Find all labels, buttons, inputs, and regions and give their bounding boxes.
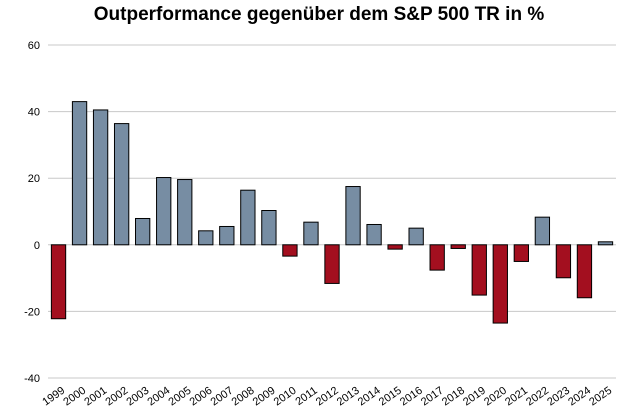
bar-2021 [513, 244, 529, 262]
bar-2008 [240, 189, 256, 246]
bar-2016 [408, 227, 424, 246]
bar-2023 [555, 244, 572, 279]
bar-1999 [50, 244, 67, 320]
bar-2012 [324, 244, 340, 284]
bar-2022 [534, 216, 551, 246]
bar-2005 [177, 179, 193, 246]
y-tick-label: -20 [24, 306, 40, 318]
bar-2017 [429, 244, 445, 271]
x-tick-label: 2025 [587, 385, 614, 409]
bar-2024 [576, 244, 593, 299]
chart-title: Outperformance gegenüber dem S&P 500 TR … [93, 4, 545, 25]
bar-2011 [303, 221, 319, 246]
bar-2013 [345, 186, 361, 246]
bar-2003 [135, 217, 151, 246]
bar-2009 [261, 210, 277, 246]
bar-2025 [597, 241, 614, 246]
bar-2015 [387, 244, 403, 250]
y-tick-label: 20 [28, 173, 40, 185]
bar-2002 [113, 123, 130, 246]
bar-2018 [450, 244, 466, 249]
bar-2007 [219, 225, 235, 246]
bar-2004 [156, 177, 172, 246]
bar-2020 [492, 244, 508, 324]
y-tick-label: 0 [34, 240, 40, 252]
bar-2001 [92, 109, 109, 246]
bar-2010 [282, 244, 298, 257]
bar-2006 [198, 230, 214, 246]
bar-2000 [71, 101, 88, 246]
bar-2014 [366, 223, 382, 246]
y-tick-label: -40 [24, 373, 40, 385]
y-tick-label: 60 [28, 40, 40, 52]
y-tick-label: 40 [28, 107, 40, 119]
bar-2019 [471, 244, 487, 296]
